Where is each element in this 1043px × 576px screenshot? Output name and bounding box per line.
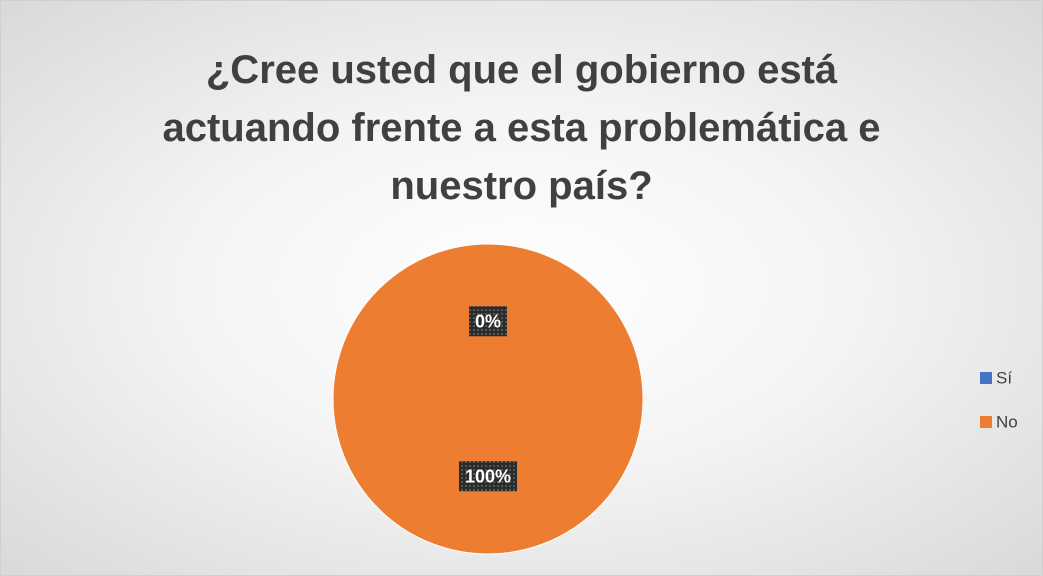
legend-label: No bbox=[996, 412, 1018, 431]
chart-title: ¿Cree usted que el gobierno está actuand… bbox=[162, 48, 881, 208]
data-label-box bbox=[458, 461, 518, 492]
legend-swatch bbox=[980, 416, 992, 428]
data-label-box bbox=[468, 306, 508, 337]
legend-swatch bbox=[980, 372, 992, 384]
data-label: 0% bbox=[475, 311, 501, 331]
legend-label: Sí bbox=[996, 368, 1012, 387]
pie-slice bbox=[332, 243, 644, 555]
data-label: 100% bbox=[465, 466, 511, 486]
